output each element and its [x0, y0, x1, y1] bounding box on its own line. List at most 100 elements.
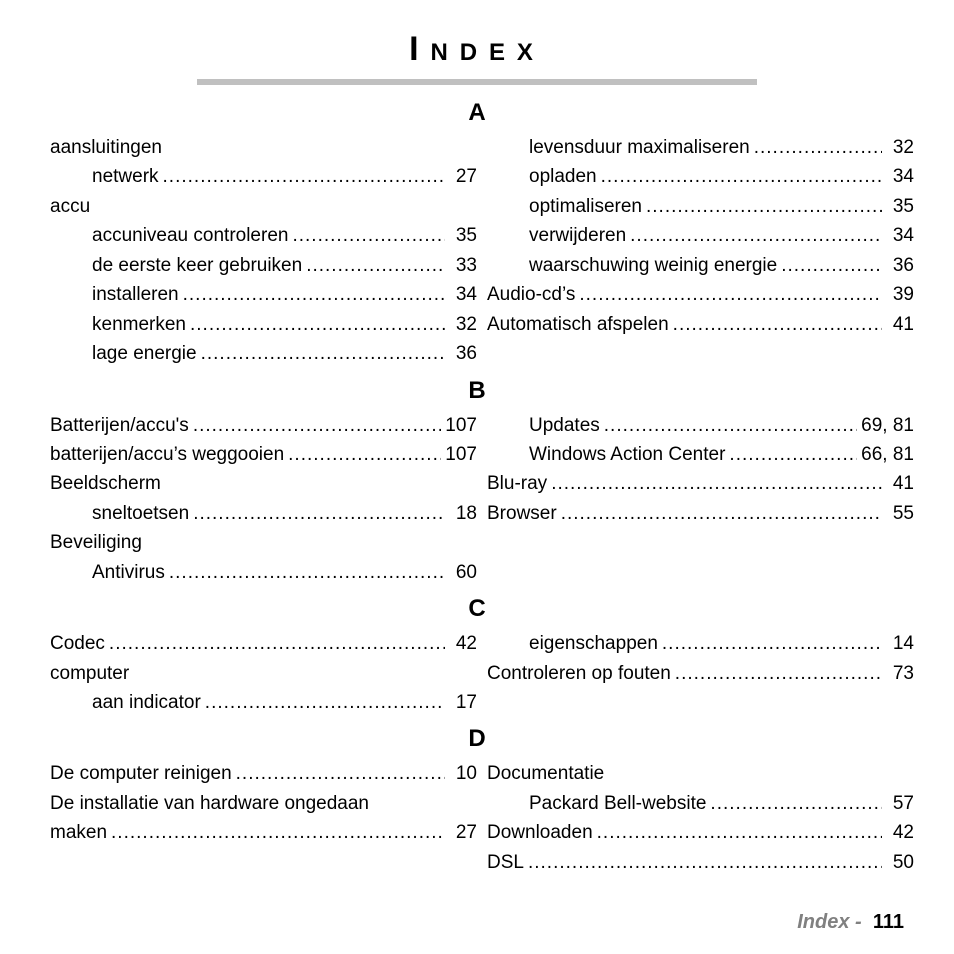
index-entry: De computer reinigen10: [50, 759, 477, 788]
index-entry: Batterijen/accu's107: [50, 411, 477, 440]
section-c-right: eigenschappen14 Controleren op fouten73: [487, 629, 914, 717]
entry-page: 35: [449, 221, 477, 250]
index-entry: Automatisch afspelen41: [487, 310, 914, 339]
entry-page: 36: [449, 339, 477, 368]
entry-label: waarschuwing weinig energie: [529, 251, 777, 280]
entry-label: Antivirus: [92, 558, 165, 587]
index-heading: aansluitingen: [50, 133, 477, 162]
leader-dots: [306, 251, 445, 280]
index-entry: batterijen/accu’s weggooien 107: [50, 440, 477, 469]
index-entry: Codec42: [50, 629, 477, 658]
entry-label: Beveiliging: [50, 528, 142, 557]
index-entry: installeren34: [50, 280, 477, 309]
index-entry: Antivirus 60: [50, 558, 477, 587]
page-title: Index: [50, 30, 904, 69]
entry-page: 41: [886, 469, 914, 498]
leader-dots: [190, 310, 445, 339]
leader-dots: [193, 411, 441, 440]
leader-dots: [205, 688, 445, 717]
entry-page: 33: [449, 251, 477, 280]
leader-dots: [675, 659, 882, 688]
entry-label: DSL: [487, 848, 524, 877]
entry-page: 27: [449, 818, 477, 847]
entry-label: aansluitingen: [50, 133, 162, 162]
entry-page: 66, 81: [861, 440, 914, 469]
leader-dots: [710, 789, 882, 818]
entry-label: Automatisch afspelen: [487, 310, 669, 339]
leader-dots: [630, 221, 882, 250]
title-rule: [197, 79, 757, 85]
section-letter-a: A: [50, 99, 904, 127]
entry-page: 34: [449, 280, 477, 309]
index-entry: lage energie36: [50, 339, 477, 368]
entry-label: verwijderen: [529, 221, 626, 250]
entry-page: 32: [449, 310, 477, 339]
entry-page: 18: [449, 499, 477, 528]
index-entry: Controleren op fouten 73: [487, 659, 914, 688]
index-entry: netwerk27: [50, 162, 477, 191]
leader-dots: [201, 339, 445, 368]
entry-label: computer: [50, 659, 129, 688]
index-entry: aan indicator17: [50, 688, 477, 717]
leader-dots: [236, 759, 445, 788]
index-entry: levensduur maximaliseren32: [487, 133, 914, 162]
entry-page: 14: [886, 629, 914, 658]
entry-label: aan indicator: [92, 688, 201, 717]
leader-dots: [551, 469, 882, 498]
page-footer: Index - 111: [797, 911, 904, 934]
leader-dots: [604, 411, 857, 440]
entry-label: netwerk: [92, 162, 159, 191]
entry-page: 57: [886, 789, 914, 818]
entry-page: 36: [886, 251, 914, 280]
leader-dots: [597, 818, 882, 847]
entry-page: 55: [886, 499, 914, 528]
leader-dots: [781, 251, 882, 280]
leader-dots: [169, 558, 445, 587]
section-b-right: Updates69, 81 Windows Action Center 66, 8…: [487, 411, 914, 588]
leader-dots: [193, 499, 445, 528]
entry-label: Packard Bell-website: [529, 789, 706, 818]
entry-label: Controleren op fouten: [487, 659, 671, 688]
entry-page: 107: [445, 440, 477, 469]
entry-page: 39: [886, 280, 914, 309]
leader-dots: [163, 162, 445, 191]
index-entry: Browser55: [487, 499, 914, 528]
entry-label: Batterijen/accu's: [50, 411, 189, 440]
entry-page: 60: [449, 558, 477, 587]
leader-dots: [729, 440, 857, 469]
entry-label: batterijen/accu’s weggooien: [50, 440, 284, 469]
index-entry: accuniveau controleren35: [50, 221, 477, 250]
index-entry: Updates69, 81: [487, 411, 914, 440]
entry-label: Documentatie: [487, 759, 604, 788]
section-c: Codec42 computer aan indicator17 eigensc…: [50, 629, 904, 717]
index-entry: waarschuwing weinig energie 36: [487, 251, 914, 280]
index-entry: DSL50: [487, 848, 914, 877]
index-entry: Windows Action Center 66, 81: [487, 440, 914, 469]
index-heading: computer: [50, 659, 477, 688]
entry-label: Windows Action Center: [529, 440, 725, 469]
leader-dots: [288, 440, 441, 469]
leader-dots: [561, 499, 882, 528]
footer-label: Index -: [797, 911, 861, 933]
entry-label: optimaliseren: [529, 192, 642, 221]
section-a: aansluitingen netwerk27 accu accuniveau …: [50, 133, 904, 369]
index-heading: Beeldscherm: [50, 469, 477, 498]
index-entry: Downloaden42: [487, 818, 914, 847]
entry-page: 73: [886, 659, 914, 688]
entry-label: De installatie van hardware ongedaan: [50, 789, 369, 818]
entry-label: Downloaden: [487, 818, 593, 847]
leader-dots: [646, 192, 882, 221]
entry-label: levensduur maximaliseren: [529, 133, 750, 162]
leader-dots: [292, 221, 445, 250]
leader-dots: [183, 280, 445, 309]
footer-page-number: 111: [873, 911, 904, 933]
entry-label: opladen: [529, 162, 597, 191]
entry-page: 69, 81: [861, 411, 914, 440]
entry-label: De computer reinigen: [50, 759, 232, 788]
section-letter-d: D: [50, 725, 904, 753]
entry-page: 35: [886, 192, 914, 221]
entry-label: Audio-cd’s: [487, 280, 575, 309]
entry-label: accu: [50, 192, 90, 221]
index-entry: Audio-cd’s 39: [487, 280, 914, 309]
entry-label: Codec: [50, 629, 105, 658]
